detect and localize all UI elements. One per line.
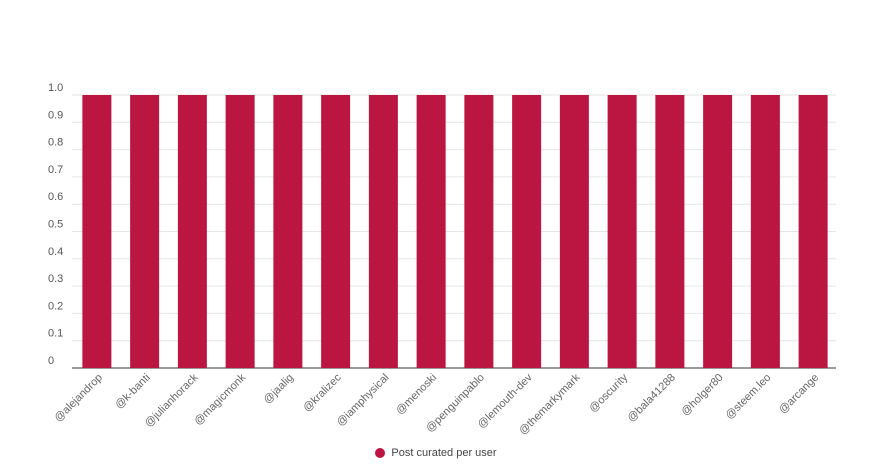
y-tick-label: 0.1 xyxy=(48,328,63,340)
bar[interactable] xyxy=(512,95,542,368)
bar-chart: 0 0.1 0.2 0.3 0.4 0.5 0.6 0.7 0.8 0.9 1.0 @alejandr… xyxy=(48,82,836,437)
bar[interactable] xyxy=(655,95,685,368)
x-tick-label: @menoski xyxy=(394,372,439,417)
y-tick-label: 0.9 xyxy=(48,109,63,121)
legend-label: Post curated per user xyxy=(391,447,497,459)
bar[interactable] xyxy=(607,95,637,368)
y-tick-label: 0 xyxy=(48,355,54,367)
legend-swatch xyxy=(375,448,386,458)
y-tick-label: 1.0 xyxy=(48,82,63,94)
legend[interactable]: Post curated per user xyxy=(0,447,872,459)
x-tick-label: @kralizec xyxy=(301,371,344,414)
bar[interactable] xyxy=(321,95,351,368)
bar[interactable] xyxy=(798,95,828,368)
bar[interactable] xyxy=(130,95,160,368)
x-tick-label: @k-banti xyxy=(113,372,153,412)
x-tick-label: @magicmonk xyxy=(192,371,249,428)
bar[interactable] xyxy=(273,95,303,368)
bar[interactable] xyxy=(750,95,780,368)
bar[interactable] xyxy=(177,95,207,368)
bar[interactable] xyxy=(82,95,112,368)
y-tick-label: 0.5 xyxy=(48,219,63,231)
y-tick-label: 0.3 xyxy=(48,273,63,285)
x-tick-label: @alejandrop xyxy=(52,372,105,425)
x-tick-label: @holger80 xyxy=(679,372,726,419)
y-tick-label: 0.4 xyxy=(48,246,63,258)
bar[interactable] xyxy=(416,95,446,368)
bar[interactable] xyxy=(464,95,494,368)
bar[interactable] xyxy=(225,95,255,368)
x-tick-label: @steem.leo xyxy=(723,372,773,422)
bar[interactable] xyxy=(559,95,589,368)
x-tick-label: @bala41288 xyxy=(625,372,678,425)
y-tick-label: 0.2 xyxy=(48,300,63,312)
x-tick-label: @jaalig xyxy=(261,372,296,407)
y-tick-label: 0.6 xyxy=(48,191,63,203)
y-tick-label: 0.7 xyxy=(48,164,63,176)
bar[interactable] xyxy=(368,95,398,368)
x-tick-label: @oscurity xyxy=(587,371,631,415)
bar[interactable] xyxy=(703,95,733,368)
x-tick-label: @arcange xyxy=(777,372,821,416)
y-tick-label: 0.8 xyxy=(48,137,63,149)
